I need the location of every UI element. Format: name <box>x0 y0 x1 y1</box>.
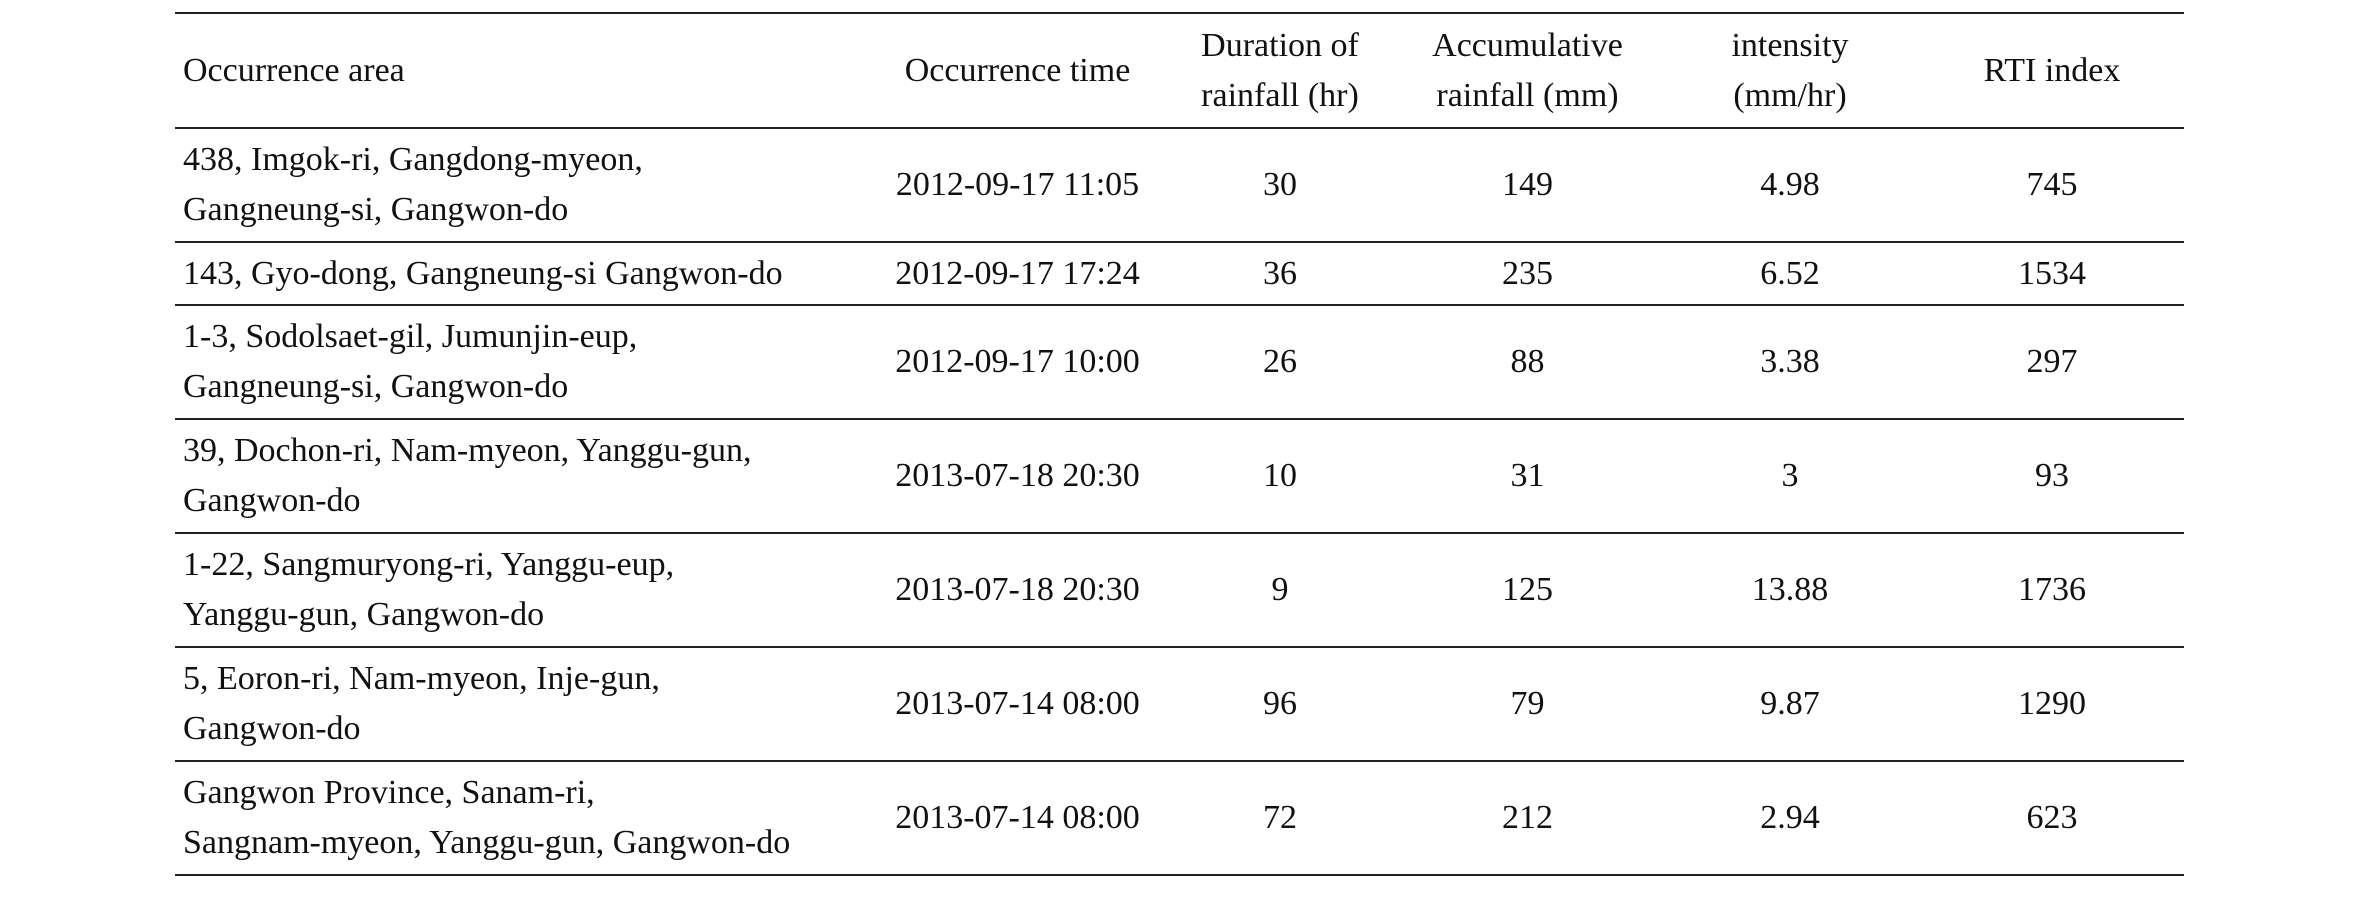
table-row: 438, Imgok-ri, Gangdong-myeon, Gangneung-… <box>175 128 2184 243</box>
table-cell: 2.94 <box>1660 761 1920 876</box>
table-cell: 1-3, Sodolsaet-gil, Jumunjin-eup, Gangneu… <box>175 305 870 420</box>
table-cell: 5, Eoron-ri, Nam-myeon, Inje-gun, Gangwon… <box>175 647 870 762</box>
cell-line: Gangneung-si, Gangwon-do <box>183 368 569 405</box>
table-cell: 2013-07-18 20:30 <box>870 533 1165 648</box>
cell-line: Gangwon Province, Sanam-ri, <box>183 774 595 811</box>
table-row: 5, Eoron-ri, Nam-myeon, Inje-gun, Gangwon… <box>175 647 2184 762</box>
cell-line: Duration of <box>1201 26 1359 64</box>
table-cell: 143, Gyo-dong, Gangneung-si Gangwon-do <box>175 242 870 306</box>
cell-line: (mm/hr) <box>1733 76 1847 114</box>
table-cell: Gangwon Province, Sanam-ri, Sangnam-myeon… <box>175 761 870 876</box>
cell-line: 143, Gyo-dong, Gangneung-si Gangwon-do <box>183 254 783 292</box>
table-cell: 26 <box>1165 305 1395 420</box>
table-cell: 9 <box>1165 533 1395 648</box>
header-cell: Occurrence area <box>175 13 870 129</box>
table-cell: 2012-09-17 11:05 <box>870 128 1165 243</box>
table-cell: 30 <box>1165 128 1395 243</box>
table-cell: 149 <box>1395 128 1660 243</box>
cell-line: rainfall (hr) <box>1201 76 1359 114</box>
table-cell: 10 <box>1165 419 1395 534</box>
table-cell: 13.88 <box>1660 533 1920 648</box>
table-cell: 3.38 <box>1660 305 1920 420</box>
table-row: 39, Dochon-ri, Nam-myeon, Yanggu-gun, Gan… <box>175 419 2184 534</box>
cell-line: 438, Imgok-ri, Gangdong-myeon, <box>183 141 643 178</box>
cell-line: 5, Eoron-ri, Nam-myeon, Inje-gun, <box>183 660 660 697</box>
cell-line: Accumulative <box>1432 26 1623 64</box>
header-cell: intensity (mm/hr) <box>1660 13 1920 129</box>
cell-line: intensity <box>1731 26 1849 64</box>
table-cell: 212 <box>1395 761 1660 876</box>
table-body: 438, Imgok-ri, Gangdong-myeon, Gangneung-… <box>175 128 2184 876</box>
table-cell: 9.87 <box>1660 647 1920 762</box>
table-cell: 623 <box>1920 761 2184 876</box>
header-row: Occurrence area Occurrence time Duration o… <box>175 13 2184 129</box>
table-row: Gangwon Province, Sanam-ri, Sangnam-myeon… <box>175 761 2184 876</box>
table-cell: 1290 <box>1920 647 2184 762</box>
cell-line: 1-3, Sodolsaet-gil, Jumunjin-eup, <box>183 318 638 355</box>
table-cell: 36 <box>1165 242 1395 306</box>
header-cell: Occurrence time <box>870 13 1165 129</box>
table-cell: 125 <box>1395 533 1660 648</box>
table-cell: 3 <box>1660 419 1920 534</box>
table-cell: 72 <box>1165 761 1395 876</box>
table-row: 1-22, Sangmuryong-ri, Yanggu-eup, Yanggu-… <box>175 533 2184 648</box>
table-cell: 2013-07-14 08:00 <box>870 761 1165 876</box>
cell-line: Gangwon-do <box>183 482 361 519</box>
cell-line: RTI index <box>1983 51 2121 89</box>
table-row: 1-3, Sodolsaet-gil, Jumunjin-eup, Gangneu… <box>175 305 2184 420</box>
table-cell: 96 <box>1165 647 1395 762</box>
table-cell: 93 <box>1920 419 2184 534</box>
header-cell: RTI index <box>1920 13 2184 129</box>
table-cell: 31 <box>1395 419 1660 534</box>
table-cell: 235 <box>1395 242 1660 306</box>
table-cell: 2012-09-17 17:24 <box>870 242 1165 306</box>
cell-line: rainfall (mm) <box>1436 76 1619 114</box>
table-cell: 745 <box>1920 128 2184 243</box>
cell-line: Occurrence time <box>904 51 1131 89</box>
table-cell: 297 <box>1920 305 2184 420</box>
table-cell: 1-22, Sangmuryong-ri, Yanggu-eup, Yanggu-… <box>175 533 870 648</box>
header-cell: Accumulative rainfall (mm) <box>1395 13 1660 129</box>
table-cell: 79 <box>1395 647 1660 762</box>
header-cell: Duration of rainfall (hr) <box>1165 13 1395 129</box>
table-cell: 438, Imgok-ri, Gangdong-myeon, Gangneung-… <box>175 128 870 243</box>
table-cell: 88 <box>1395 305 1660 420</box>
rainfall-table: Occurrence area Occurrence time Duration o… <box>175 12 2184 876</box>
cell-line: Gangwon-do <box>183 710 361 747</box>
cell-line: 1-22, Sangmuryong-ri, Yanggu-eup, <box>183 546 675 583</box>
table-cell: 1534 <box>1920 242 2184 306</box>
cell-line: Yanggu-gun, Gangwon-do <box>183 596 545 633</box>
table-cell: 2013-07-14 08:00 <box>870 647 1165 762</box>
table-row: 143, Gyo-dong, Gangneung-si Gangwon-do 20… <box>175 242 2184 306</box>
table-cell: 1736 <box>1920 533 2184 648</box>
table-header: Occurrence area Occurrence time Duration o… <box>175 13 2184 129</box>
cell-line: 39, Dochon-ri, Nam-myeon, Yanggu-gun, <box>183 432 752 469</box>
table-cell: 2013-07-18 20:30 <box>870 419 1165 534</box>
table-cell: 4.98 <box>1660 128 1920 243</box>
cell-line: Gangneung-si, Gangwon-do <box>183 191 569 228</box>
cell-line: Occurrence area <box>183 51 405 89</box>
table-cell: 2012-09-17 10:00 <box>870 305 1165 420</box>
table-cell: 39, Dochon-ri, Nam-myeon, Yanggu-gun, Gan… <box>175 419 870 534</box>
cell-line: Sangnam-myeon, Yanggu-gun, Gangwon-do <box>183 824 791 861</box>
table-cell: 6.52 <box>1660 242 1920 306</box>
